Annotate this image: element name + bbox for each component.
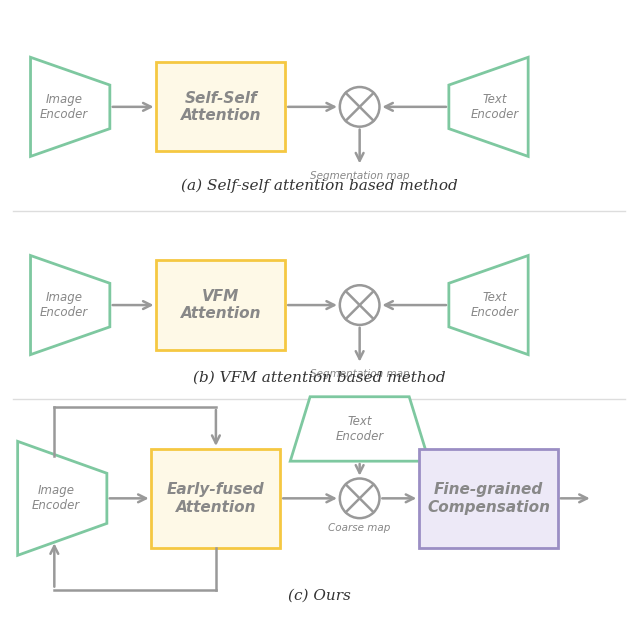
Circle shape (340, 87, 380, 126)
Text: (a) Self-self attention based method: (a) Self-self attention based method (181, 179, 457, 193)
Text: Image
Encoder: Image Encoder (40, 291, 88, 319)
Polygon shape (290, 397, 429, 461)
Circle shape (340, 285, 380, 325)
Text: Image
Encoder: Image Encoder (40, 93, 88, 121)
Text: Fine-grained
Compensation: Fine-grained Compensation (427, 482, 550, 515)
Polygon shape (18, 441, 107, 555)
Polygon shape (449, 255, 528, 354)
Text: (b) VFM attention based method: (b) VFM attention based method (193, 371, 445, 384)
Polygon shape (31, 58, 110, 156)
FancyBboxPatch shape (156, 62, 285, 151)
Text: Segmentation map: Segmentation map (310, 369, 410, 379)
Text: Early-fused
Attention: Early-fused Attention (167, 482, 265, 515)
Text: Coarse map: Coarse map (329, 523, 391, 533)
Polygon shape (449, 58, 528, 156)
Text: Text
Encoder: Text Encoder (470, 93, 519, 121)
Circle shape (340, 478, 380, 518)
Text: VFM
Attention: VFM Attention (181, 289, 261, 321)
FancyBboxPatch shape (419, 449, 558, 548)
FancyBboxPatch shape (151, 449, 280, 548)
Text: Segmentation map: Segmentation map (310, 172, 410, 182)
Text: Image
Encoder: Image Encoder (32, 485, 80, 512)
Text: (c) Ours: (c) Ours (288, 588, 350, 602)
Text: Text
Encoder: Text Encoder (336, 415, 384, 443)
FancyBboxPatch shape (156, 260, 285, 350)
Text: Self-Self
Attention: Self-Self Attention (181, 91, 261, 123)
Polygon shape (31, 255, 110, 354)
Text: Text
Encoder: Text Encoder (470, 291, 519, 319)
